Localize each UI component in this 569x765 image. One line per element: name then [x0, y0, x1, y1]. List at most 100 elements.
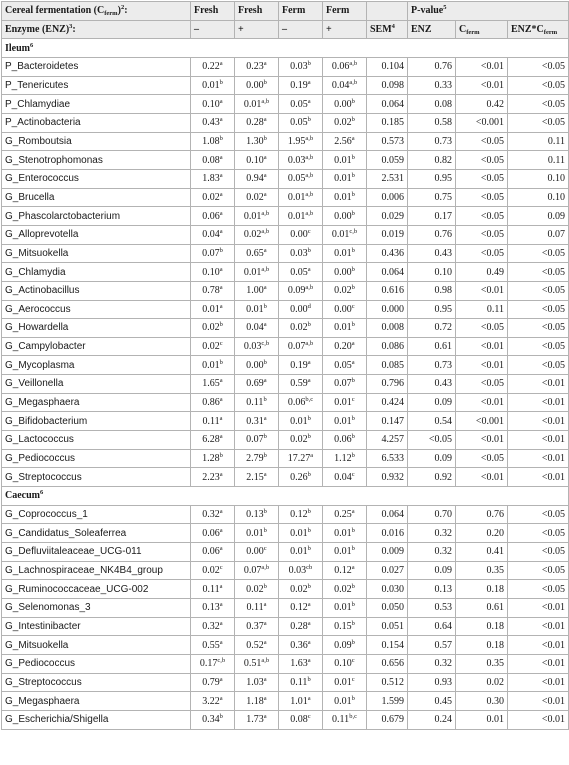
- section-title-text: Caecum: [5, 490, 40, 502]
- taxon-name: G_Campylobacter: [1, 336, 191, 357]
- abundance-value: 0.11b: [234, 392, 279, 413]
- p-cferm: 0.02: [455, 672, 508, 693]
- abundance-value: 0.43a: [190, 112, 235, 133]
- p-interaction: <0.05: [507, 94, 569, 114]
- p-enz: 0.82: [407, 150, 456, 170]
- abundance-number: 0.19: [290, 79, 308, 91]
- p-cferm: <0.05: [455, 243, 508, 264]
- abundance-value: 0.36a: [278, 635, 323, 655]
- abundance-value: 0.07b: [234, 430, 279, 450]
- abundance-value: 0.01b: [234, 523, 279, 544]
- significance-letter: b: [263, 433, 267, 441]
- significance-letter: a: [263, 414, 267, 422]
- p-enz: 0.72: [407, 318, 456, 338]
- significance-letter: b,c: [305, 396, 314, 404]
- significance-letter: b: [351, 377, 355, 385]
- abundance-number: 0.01: [334, 191, 352, 203]
- header-pvalue-group: P-value5: [407, 1, 569, 21]
- abundance-value: 1.03a: [234, 672, 279, 693]
- table-row: G_Phascolarctobacterium 0.06a 0.01a,b 0.01a…: [1, 206, 569, 226]
- table-row: G_Veillonella 1.65a 0.69a 0.59a 0.07b 0.796 0.…: [1, 374, 569, 394]
- sem-value: 6.533: [366, 448, 408, 469]
- abundance-value: 0.23a: [234, 56, 279, 77]
- taxon-name: G_Pediococcus: [1, 653, 191, 674]
- p-cferm: 0.76: [455, 504, 508, 525]
- abundance-value: 1.30b: [234, 131, 279, 152]
- header-label: ENZ: [411, 23, 432, 35]
- abundance-number: 0.08: [290, 714, 308, 726]
- abundance-number: 0.02: [290, 322, 308, 334]
- header-enzyme-cell: ENZ: [407, 19, 456, 40]
- significance-letter: b: [263, 302, 267, 310]
- abundance-number: 0.22: [202, 61, 220, 73]
- significance-letter: c: [351, 675, 355, 683]
- abundance-number: 0.05: [290, 98, 308, 110]
- p-interaction: <0.01: [507, 374, 569, 394]
- abundance-value: 0.01b: [278, 523, 323, 544]
- abundance-value: 6.28a: [190, 430, 235, 450]
- significance-letter: b: [307, 508, 311, 516]
- p-cferm: 0.41: [455, 542, 508, 562]
- p-enz: 0.32: [407, 523, 456, 544]
- significance-letter: a: [307, 638, 311, 646]
- sem-value: 0.436: [366, 243, 408, 264]
- abundance-value: 1.73a: [234, 709, 279, 730]
- abundance-number: 0.01: [334, 602, 352, 614]
- p-enz: 0.98: [407, 280, 456, 301]
- abundance-value: 0.08a: [190, 150, 235, 170]
- p-enz: 0.32: [407, 542, 456, 562]
- abundance-number: 0.06: [202, 527, 220, 539]
- abundance-number: 0.94: [246, 173, 264, 185]
- p-cferm: <0.05: [455, 131, 508, 152]
- p-interaction: 0.10: [507, 187, 569, 208]
- significance-letter: a: [310, 452, 314, 460]
- abundance-value: 0.03a,b: [278, 150, 323, 170]
- abundance-value: 0.01b: [322, 523, 367, 544]
- significance-letter: a: [307, 657, 311, 665]
- header-row-fermentation: Cereal fermentation (Cferm)2: Fresh Fresh F…: [1, 1, 569, 21]
- significance-letter: a: [263, 284, 267, 292]
- abundance-number: 0.09: [287, 285, 306, 297]
- significance-letter: b: [351, 116, 355, 124]
- p-enz: 0.76: [407, 224, 456, 245]
- abundance-number: 0.01: [243, 210, 262, 222]
- significance-letter: a: [219, 414, 223, 422]
- taxon-name: G_Mycoplasma: [1, 355, 191, 376]
- abundance-number: 0.17: [199, 658, 218, 670]
- significance-letter: c: [351, 657, 355, 665]
- header-label: +: [238, 23, 244, 35]
- header-label: P-value: [411, 5, 444, 17]
- table-row: P_Actinobacteria 0.43a 0.28a 0.05b 0.02b 0.18…: [1, 112, 569, 133]
- abundance-number: 0.19: [290, 359, 308, 371]
- abundance-value: 0.09b: [322, 635, 367, 655]
- abundance-value: 0.03cb: [278, 560, 323, 581]
- p-enz: 0.92: [407, 467, 456, 488]
- abundance-value: 2.23a: [190, 467, 235, 488]
- table-row: G_Stenotrophomonas 0.08a 0.10a 0.03a,b 0.01b…: [1, 150, 569, 170]
- abundance-value: 17.27a: [278, 448, 323, 469]
- p-interaction: <0.01: [507, 392, 569, 413]
- abundance-number: 0.01: [290, 527, 308, 539]
- abundance-number: 0.12: [290, 602, 308, 614]
- abundance-number: 1.28: [202, 453, 220, 465]
- sem-value: 0.656: [366, 653, 408, 674]
- significance-letter: b: [307, 321, 311, 329]
- sem-value: 0.616: [366, 280, 408, 301]
- significance-letter: b: [219, 358, 223, 366]
- header-enzyme-cell: +: [234, 19, 279, 40]
- abundance-value: 0.15b: [322, 616, 367, 637]
- abundance-number: 0.02: [243, 229, 262, 241]
- abundance-value: 1.00a: [234, 280, 279, 301]
- significance-letter: b: [219, 452, 223, 460]
- abundance-number: 0.11: [332, 714, 350, 726]
- abundance-number: 0.13: [202, 602, 220, 614]
- taxon-name: G_Phascolarctobacterium: [1, 206, 191, 226]
- abundance-number: 0.04: [202, 229, 220, 241]
- significance-letter: b: [263, 134, 267, 142]
- abundance-number: 0.32: [202, 509, 220, 521]
- header-footnote-mark: 2: [120, 4, 125, 12]
- taxon-name: G_Mitsuokella: [1, 635, 191, 655]
- abundance-value: 0.07a,b: [234, 560, 279, 581]
- significance-letter: b: [307, 470, 311, 478]
- abundance-value: 1.65a: [190, 374, 235, 394]
